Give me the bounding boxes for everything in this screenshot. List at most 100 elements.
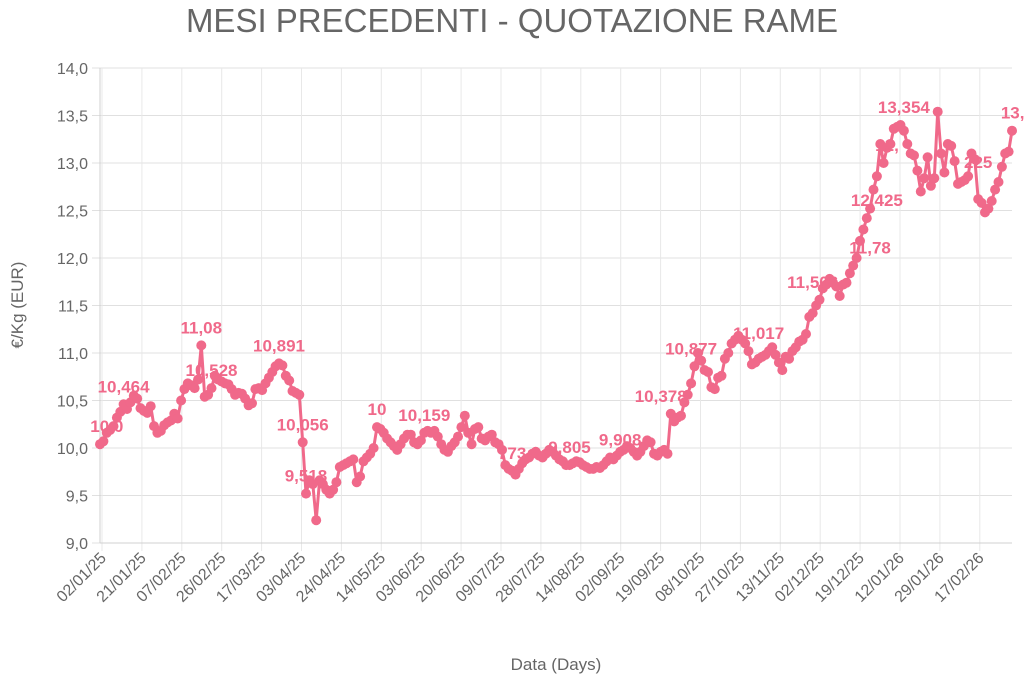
y-axis-label: €/Kg (EUR)	[8, 262, 27, 349]
data-point	[132, 393, 143, 404]
data-point	[814, 294, 825, 305]
data-point	[902, 139, 913, 149]
data-point	[939, 167, 950, 178]
data-point	[936, 148, 947, 159]
data-point	[868, 184, 879, 195]
y-tick-label: 13,0	[57, 156, 88, 173]
data-point	[932, 106, 943, 117]
y-tick-label: 9,5	[66, 489, 88, 506]
y-tick-label: 13,5	[57, 109, 88, 126]
y-tick-label: 12,5	[57, 204, 88, 221]
data-label: 773	[498, 444, 526, 463]
data-point	[98, 436, 109, 447]
data-point	[898, 125, 909, 136]
data-point	[865, 203, 876, 214]
data-point	[415, 435, 426, 446]
data-point	[348, 454, 359, 465]
data-point	[871, 171, 882, 182]
data-point	[723, 348, 734, 358]
data-point	[770, 349, 781, 360]
data-point	[473, 422, 484, 433]
data-label: 10,0	[90, 417, 123, 436]
data-label: 9,805	[548, 438, 591, 457]
data-point	[990, 184, 1001, 195]
data-point	[696, 355, 707, 366]
data-label: 13,34	[1001, 104, 1024, 123]
data-point	[925, 180, 936, 191]
data-point	[247, 398, 257, 409]
data-point	[919, 173, 930, 184]
data-point	[986, 196, 997, 206]
data-point	[206, 383, 217, 394]
data-label: 225	[964, 153, 992, 172]
data-point	[145, 401, 156, 412]
data-label: 10,877	[665, 339, 717, 358]
data-point	[108, 421, 119, 432]
y-tick-label: 11,5	[58, 299, 88, 316]
data-point	[679, 397, 690, 408]
data-point	[929, 173, 940, 184]
series-copper-price	[95, 106, 1017, 526]
data-point	[807, 308, 818, 319]
data-point	[743, 346, 754, 357]
data-point	[689, 361, 700, 372]
data-point	[1007, 125, 1017, 136]
y-axis-ticks: 9,0 9,5 10,0 10,5 11,0 11,5 12,0 12,5 13,0 13,5 14…	[57, 61, 88, 553]
data-label: 11,78	[849, 239, 891, 258]
data-point	[692, 348, 703, 358]
data-point	[196, 340, 207, 351]
data-point	[858, 224, 869, 235]
data-label: 9,518	[285, 467, 328, 486]
data-point	[662, 448, 673, 459]
data-label: 9,908	[599, 431, 642, 450]
data-point	[277, 360, 288, 371]
data-point	[767, 342, 778, 353]
y-tick-label: 14,0	[57, 61, 88, 78]
data-point	[963, 171, 974, 182]
data-point	[885, 139, 896, 149]
data-point	[909, 150, 919, 161]
data-label: 11,017	[733, 324, 784, 343]
data-point	[301, 488, 311, 499]
data-point	[784, 353, 795, 364]
data-point	[189, 383, 200, 394]
data-label: 11,08	[180, 318, 222, 337]
data-label: 10,464	[98, 377, 151, 396]
y-tick-label: 9,0	[66, 536, 88, 553]
data-point	[878, 158, 889, 168]
data-label: 10,159	[398, 406, 450, 425]
data-point	[844, 268, 855, 279]
data-point	[922, 152, 933, 163]
data-point	[703, 367, 713, 377]
data-label: 10,056	[277, 415, 329, 434]
data-point	[709, 384, 720, 395]
data-point	[294, 389, 305, 400]
data-point	[405, 429, 416, 440]
data-point	[328, 484, 339, 495]
data-point	[801, 329, 811, 339]
data-label: 10,378	[635, 387, 687, 406]
data-point	[1003, 146, 1014, 157]
data-point	[355, 471, 366, 482]
data-point	[777, 365, 788, 376]
data-point	[676, 410, 686, 421]
data-point	[645, 437, 656, 448]
data-label: 12,425	[851, 191, 903, 210]
data-point	[915, 186, 926, 197]
data-point	[297, 437, 308, 448]
x-axis-ticks: 02/01/2521/01/2507/02/2526/02/2517/03/25…	[54, 550, 988, 606]
data-point	[949, 156, 960, 167]
data-point	[841, 277, 852, 288]
gridlines	[92, 67, 1012, 551]
data-point	[834, 291, 845, 301]
data-labels: 10,0 10,464 11,08 10,528 10,891 10,056 9,518 10…	[90, 98, 1024, 486]
data-point	[682, 389, 693, 400]
y-tick-label: 11,0	[58, 346, 88, 363]
data-label: 12,	[875, 136, 899, 155]
y-tick-label: 10,0	[57, 441, 88, 458]
data-point	[912, 165, 923, 176]
data-point	[861, 213, 872, 224]
data-point	[311, 515, 322, 526]
y-tick-label: 12,0	[57, 251, 88, 268]
